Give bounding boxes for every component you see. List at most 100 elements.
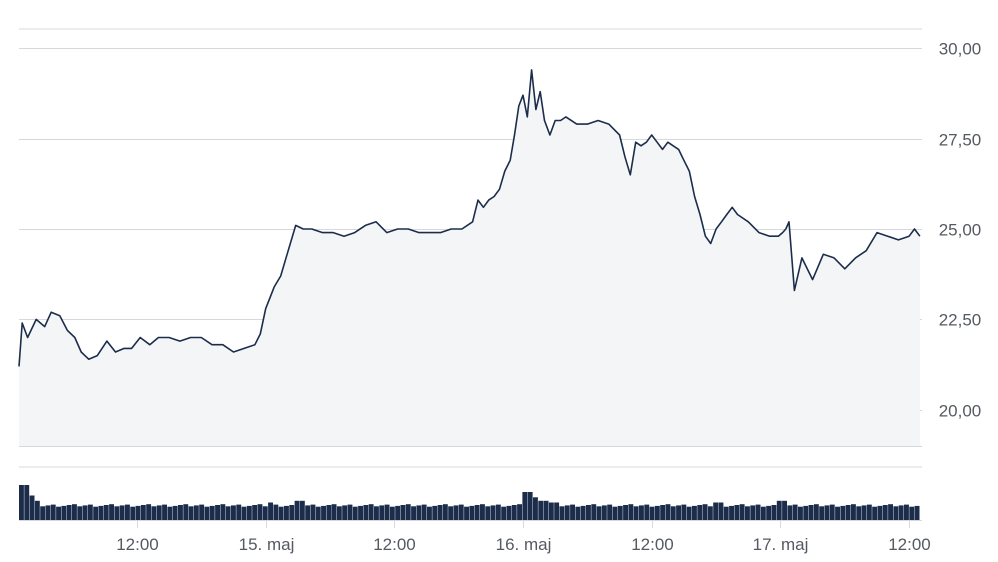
- volume-bar: [829, 504, 835, 520]
- y-tick-label: 22,50: [939, 311, 982, 330]
- volume-bar: [246, 505, 252, 520]
- x-tick-label: 12:00: [373, 535, 416, 554]
- volume-bar: [533, 497, 538, 521]
- volume-bar: [379, 505, 385, 520]
- volume-bar: [278, 506, 284, 520]
- volume-bar: [448, 506, 454, 520]
- volume-bar: [511, 505, 517, 520]
- volume-bar: [501, 506, 507, 520]
- volume-bar: [162, 504, 167, 520]
- volume-bar: [898, 505, 904, 520]
- x-tick-label: 15. maj: [239, 535, 295, 554]
- volume-bar: [596, 506, 602, 520]
- price-area: [19, 69, 920, 447]
- volume-bar: [395, 505, 401, 520]
- volume-bar: [538, 500, 544, 521]
- volume-bar: [559, 506, 565, 520]
- volume-bar: [639, 505, 644, 520]
- volume-bar: [135, 505, 141, 520]
- volume-bar: [644, 504, 650, 520]
- volume-bar: [755, 504, 761, 520]
- volume-bar: [882, 505, 888, 520]
- volume-bar: [517, 504, 522, 520]
- volume-bar: [723, 506, 729, 520]
- volume-bar: [564, 505, 570, 520]
- volume-bar: [204, 506, 210, 520]
- volume-bar: [527, 492, 533, 520]
- volume-bar: [851, 504, 856, 520]
- volume-bar: [792, 504, 798, 520]
- y-tick-label: 20,00: [939, 402, 982, 421]
- volume-bar: [813, 504, 819, 520]
- volume-bar: [803, 505, 809, 520]
- volume-bar: [225, 506, 231, 520]
- volume-bar: [506, 505, 512, 520]
- x-tick-label: 12:00: [631, 535, 674, 554]
- volume-bar: [178, 505, 183, 520]
- volume-bar: [458, 504, 464, 520]
- volume-bar: [368, 504, 374, 520]
- volume-bar: [77, 506, 83, 520]
- volume-bar: [697, 505, 703, 520]
- volume-bar: [660, 505, 666, 520]
- volume-bar: [236, 504, 242, 520]
- volume-bar: [591, 504, 597, 520]
- volume-bar: [257, 504, 263, 520]
- volume-bar: [342, 505, 348, 520]
- x-tick-label: 12:00: [888, 535, 931, 554]
- volume-bar: [50, 504, 56, 520]
- volume-bar: [872, 506, 878, 520]
- volume-bar: [554, 502, 560, 520]
- volume-bar: [840, 505, 846, 520]
- volume-bar: [389, 506, 395, 520]
- y-tick-label: 27,50: [939, 131, 982, 150]
- volume-bar: [607, 504, 613, 520]
- volume-bar: [776, 500, 782, 521]
- volume-bar: [909, 506, 915, 520]
- volume-bar: [453, 505, 459, 520]
- volume-bar: [61, 505, 67, 520]
- volume-bar: [119, 505, 125, 520]
- volume-bar: [421, 504, 427, 520]
- volume-bar: [617, 505, 623, 520]
- volume-bar: [231, 505, 236, 520]
- volume-bar: [151, 506, 157, 520]
- volume-bar: [819, 506, 825, 520]
- volume-bar: [331, 504, 337, 520]
- volume-bar: [130, 506, 136, 520]
- volume-bar: [543, 500, 549, 521]
- volume-bar: [262, 506, 268, 520]
- volume-bar: [252, 505, 258, 520]
- volume-bar: [294, 500, 300, 521]
- volume-bar: [56, 506, 61, 520]
- volume-bar: [702, 504, 708, 520]
- volume-bar: [485, 506, 491, 520]
- volume-bar: [914, 505, 920, 520]
- volume-bar: [692, 505, 697, 520]
- volume-bar: [845, 505, 851, 520]
- volume-bar: [34, 500, 40, 521]
- volume-bar: [623, 505, 628, 520]
- volume-bar: [98, 505, 104, 520]
- volume-bar: [877, 505, 883, 520]
- volume-bar: [299, 500, 305, 521]
- volume-bar: [771, 505, 777, 520]
- volume-bar: [474, 505, 480, 520]
- volume-bar: [750, 505, 756, 520]
- volume-bar: [798, 506, 803, 520]
- volume-bar: [628, 504, 634, 520]
- volume-bar: [888, 504, 893, 520]
- volume-bar: [24, 485, 30, 520]
- volume-bar: [109, 504, 114, 520]
- volume-bar: [193, 505, 199, 520]
- volume-bar: [681, 504, 687, 520]
- volume-bar: [766, 505, 772, 520]
- volume-bar: [400, 505, 406, 520]
- x-tick-label: 17. maj: [753, 535, 809, 554]
- volume-bar: [347, 504, 353, 520]
- volume-bar: [442, 504, 448, 520]
- volume-bar: [352, 506, 358, 520]
- volume-bar: [87, 504, 93, 520]
- volume-bar: [321, 505, 326, 520]
